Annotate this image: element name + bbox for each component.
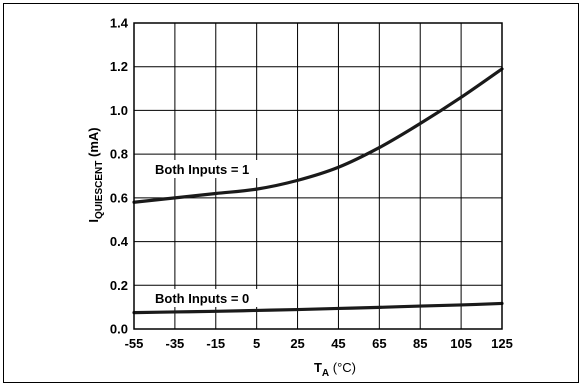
plot-border xyxy=(133,22,503,330)
y-axis-title-base: I xyxy=(86,219,101,223)
x-axis-title-base: T xyxy=(314,360,322,375)
y-tick-label: 0.2 xyxy=(110,278,128,293)
label-both-inputs-0: Both Inputs = 0 xyxy=(150,289,276,307)
series-label-0: Both Inputs = 0 xyxy=(155,291,249,306)
y-axis-title: IQUIESCENT (mA) xyxy=(86,127,105,222)
x-tick-labels: -55 -35 -15 5 25 45 65 85 105 125 xyxy=(125,336,513,351)
y-tick-label: 0.4 xyxy=(110,234,129,249)
x-tick-label: 85 xyxy=(413,336,427,351)
x-tick-label: 25 xyxy=(290,336,304,351)
x-tick-label: 105 xyxy=(450,336,472,351)
y-axis-title-suffix: (mA) xyxy=(86,127,101,160)
y-tick-label: 0.0 xyxy=(110,322,128,337)
y-tick-label: 0.6 xyxy=(110,190,128,205)
series-group xyxy=(132,67,504,315)
x-tick-label: 5 xyxy=(253,336,260,351)
y-tick-labels: 0.0 0.2 0.4 0.6 0.8 1.0 1.2 1.4 xyxy=(110,16,129,337)
y-axis-title-sub: QUIESCENT xyxy=(94,161,105,219)
x-tick-label: 125 xyxy=(491,336,513,351)
y-tick-label: 0.8 xyxy=(110,147,128,162)
x-tick-label: 65 xyxy=(372,336,386,351)
y-tick-label: 1.2 xyxy=(110,59,128,74)
x-axis-title: TA (°C) xyxy=(314,360,356,379)
label-both-inputs-1: Both Inputs = 1 xyxy=(150,160,278,178)
series-line-inputs-0 xyxy=(132,301,504,315)
y-tick-label: 1.0 xyxy=(110,103,128,118)
series-label-1: Both Inputs = 1 xyxy=(155,162,249,177)
x-axis-title-suffix: (°C) xyxy=(329,360,356,375)
x-tick-label: 45 xyxy=(331,336,345,351)
x-axis-title-sub: A xyxy=(322,368,329,379)
series-line-inputs-1 xyxy=(132,67,504,204)
x-tick-label: -35 xyxy=(165,336,184,351)
y-tick-label: 1.4 xyxy=(110,16,129,31)
x-tick-label: -55 xyxy=(125,336,144,351)
x-tick-label: -15 xyxy=(206,336,225,351)
